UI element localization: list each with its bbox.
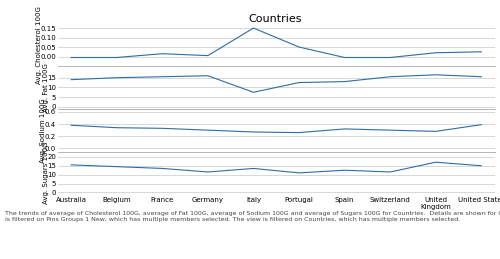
Y-axis label: Avg. Fat 100G: Avg. Fat 100G: [42, 63, 48, 112]
Y-axis label: Avg. Sugars 100G: Avg. Sugars 100G: [42, 142, 48, 204]
Y-axis label: Avg. Sodium 100G: Avg. Sodium 100G: [40, 98, 46, 163]
Text: Countries: Countries: [248, 14, 302, 24]
Y-axis label: Avg. Cholesterol 100G: Avg. Cholesterol 100G: [36, 6, 42, 84]
Text: The trends of average of Cholesterol 100G, average of Fat 100G, average of Sodiu: The trends of average of Cholesterol 100…: [5, 211, 500, 222]
